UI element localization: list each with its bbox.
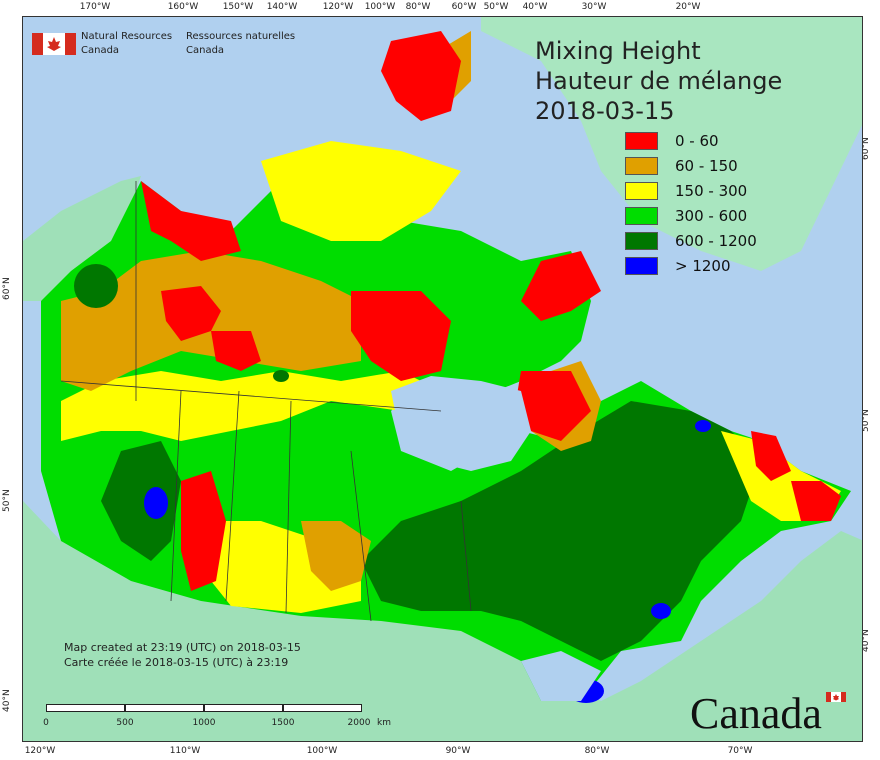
agency-name-fr: Ressources naturelles Canada <box>186 31 296 56</box>
red-labrador <box>751 431 791 481</box>
bottom-tick: 90°W <box>445 746 471 756</box>
red-kivalliq <box>351 291 451 381</box>
manitoba-ontario-border <box>350 450 372 622</box>
blue-spot-labrador <box>695 420 711 432</box>
sask-manitoba-border <box>285 400 292 614</box>
red-blob-a <box>211 331 261 371</box>
left-tick: 60°N <box>2 277 12 300</box>
top-tick: 120°W <box>322 2 354 12</box>
alberta-sask-border <box>225 390 240 602</box>
scale-segment <box>125 704 204 712</box>
top-tick: 20°W <box>675 2 701 12</box>
top-tick: 60°W <box>451 2 477 12</box>
title-en: Mixing Height <box>535 37 701 65</box>
left-tick: 40°N <box>2 689 12 712</box>
legend-swatch <box>625 157 658 175</box>
60n-border <box>60 380 442 412</box>
legend-label: 150 - 300 <box>675 182 748 200</box>
map-canvas <box>22 16 863 742</box>
legend-label: 0 - 60 <box>675 132 719 150</box>
top-tick: 50°W <box>483 2 509 12</box>
top-tick: 140°W <box>266 2 298 12</box>
legend-swatch <box>625 207 658 225</box>
legend-swatch <box>625 257 658 275</box>
canada-wordmark: Canada <box>690 689 822 738</box>
blue-spot-quebec <box>651 603 671 619</box>
bottom-tick: 70°W <box>727 746 753 756</box>
title-date: 2018-03-15 <box>535 97 675 125</box>
scale-label: 2000 <box>347 718 371 728</box>
yellow-arctic <box>261 141 461 241</box>
scale-label: 1000 <box>192 718 216 728</box>
scale-bar: 0 500 1000 1500 2000 km <box>43 704 391 734</box>
greenland-land <box>481 17 862 271</box>
scale-segment <box>204 704 283 712</box>
scale-label: 500 <box>116 718 134 728</box>
top-tick: 160°W <box>167 2 199 12</box>
red-nfld <box>791 481 841 521</box>
agency-name-en: Natural Resources Canada <box>81 31 173 56</box>
boundaries <box>60 181 472 622</box>
wordmark-flag-icon <box>826 692 846 702</box>
legend-label: > 1200 <box>675 257 731 275</box>
scale-label: 0 <box>43 718 49 728</box>
top-tick: 100°W <box>364 2 396 12</box>
top-tick: 170°W <box>79 2 111 12</box>
legend-label: 300 - 600 <box>675 207 748 225</box>
bottom-tick: 120°W <box>24 746 56 756</box>
scale-unit: km <box>377 718 391 728</box>
scale-label: 1500 <box>271 718 295 728</box>
usa-land <box>23 501 862 741</box>
red-rockies <box>181 471 226 591</box>
dark-green-pocket <box>273 370 289 382</box>
alaska-land <box>23 176 141 301</box>
top-tick: 80°W <box>405 2 431 12</box>
top-tick: 150°W <box>222 2 254 12</box>
blue-spot-bc <box>144 487 168 519</box>
dark-green-yukon <box>74 264 118 308</box>
title-fr: Hauteur de mélange <box>535 67 783 95</box>
great-lakes <box>521 651 601 701</box>
red-arctic-west <box>141 181 241 261</box>
bc-alberta-border <box>170 390 182 602</box>
scale-segment <box>283 704 362 712</box>
bottom-tick: 110°W <box>169 746 201 756</box>
top-tick: 30°W <box>581 2 607 12</box>
red-mackenzie <box>161 286 221 341</box>
red-quebec-north <box>516 371 591 441</box>
red-ellesmere <box>381 31 461 121</box>
map-graphic <box>23 17 862 741</box>
red-baffin <box>521 251 601 321</box>
map-credit: Map created at 23:19 (UTC) on 2018-03-15… <box>64 640 301 670</box>
credit-en: Map created at 23:19 (UTC) on 2018-03-15 <box>64 641 301 654</box>
bottom-tick: 80°W <box>584 746 610 756</box>
left-tick: 50°N <box>2 489 12 512</box>
legend-label: 600 - 1200 <box>675 232 757 250</box>
canada-flag-icon <box>32 33 76 55</box>
dark-green-east <box>361 401 761 661</box>
hudson-bay <box>391 376 531 471</box>
scale-segment <box>46 704 125 712</box>
top-tick: 40°W <box>522 2 548 12</box>
legend-label: 60 - 150 <box>675 157 738 175</box>
dark-green-west <box>101 441 181 561</box>
map-title: Mixing Height Hauteur de mélange 2018-03… <box>535 36 782 126</box>
orange-prairie <box>301 521 371 591</box>
ontario-quebec-border <box>460 500 472 612</box>
credit-fr: Carte créée le 2018-03-15 (UTC) à 23:19 <box>64 656 289 669</box>
bottom-tick: 100°W <box>306 746 338 756</box>
legend-swatch <box>625 132 658 150</box>
legend-swatch <box>625 182 658 200</box>
legend-swatch <box>625 232 658 250</box>
